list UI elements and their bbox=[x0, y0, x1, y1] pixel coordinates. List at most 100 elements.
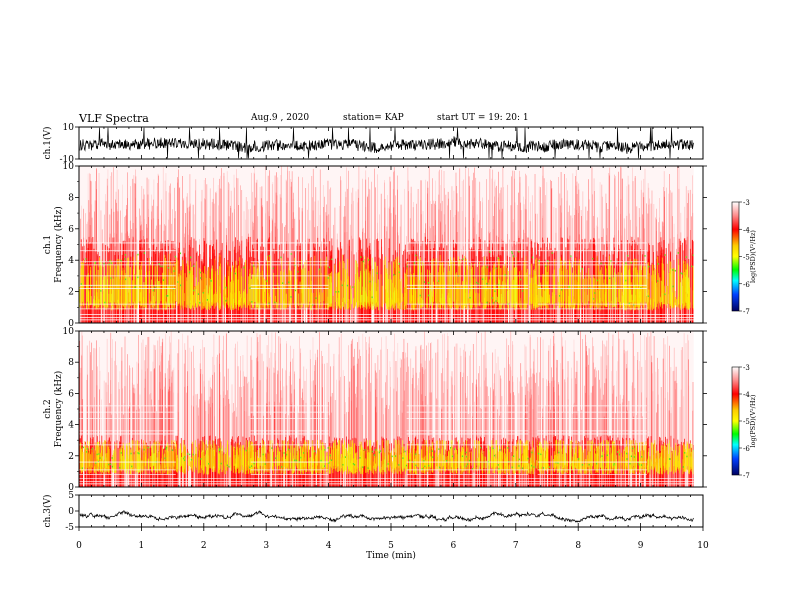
channel-label: ch.1 bbox=[43, 235, 53, 254]
spectrogram-speck bbox=[531, 256, 534, 259]
spectrogram-speck bbox=[476, 281, 478, 284]
spectrogram-speck bbox=[393, 273, 395, 276]
spectrogram-speck bbox=[477, 282, 479, 285]
spectrogram-speck bbox=[360, 256, 362, 258]
y-tick-label: 8 bbox=[68, 193, 74, 203]
spectrogram-speck bbox=[352, 286, 354, 288]
spectrogram-speck bbox=[189, 256, 192, 259]
spectrogram-speck bbox=[398, 262, 401, 265]
spectrogram-speck bbox=[570, 255, 572, 258]
spectrogram-speck bbox=[368, 259, 370, 261]
spectrogram-speck bbox=[489, 251, 491, 253]
colorbar bbox=[731, 201, 740, 312]
spectrogram-speck bbox=[491, 297, 493, 299]
spectrogram-speck bbox=[288, 281, 290, 284]
spectrogram-speck bbox=[568, 286, 570, 288]
colorbar-tick-label: -4 bbox=[743, 226, 750, 234]
spectrogram-speck bbox=[469, 296, 471, 299]
spectrogram-speck bbox=[519, 278, 521, 281]
spectrogram-speck bbox=[640, 287, 642, 289]
spectrogram-speck bbox=[680, 272, 682, 274]
spectrogram-speck bbox=[518, 250, 520, 253]
spectrogram-speck bbox=[202, 291, 204, 294]
spectrogram-speck bbox=[685, 256, 687, 258]
spectrogram-speck bbox=[504, 274, 506, 276]
spectrogram-speck bbox=[495, 267, 498, 270]
spectrogram-speck bbox=[657, 280, 659, 282]
spectrogram-speck bbox=[486, 266, 488, 269]
colorbar-tick-label: -7 bbox=[743, 308, 750, 316]
spectrogram-speck bbox=[346, 284, 349, 287]
spectrogram-speck bbox=[91, 284, 93, 287]
spectrogram-speck bbox=[428, 294, 430, 297]
spectrogram-speck bbox=[103, 262, 105, 265]
spectrogram-speck bbox=[94, 262, 97, 264]
spectrogram-speck bbox=[371, 296, 373, 299]
spectrogram-speck bbox=[497, 283, 499, 286]
spectrogram-speck bbox=[134, 286, 136, 289]
spectrogram-speck bbox=[413, 262, 416, 264]
spectrogram-speck bbox=[174, 255, 177, 258]
colorbar-tick-label: -6 bbox=[743, 281, 750, 289]
figure-title: VLF Spectra bbox=[79, 112, 149, 125]
spectrogram-speck bbox=[290, 253, 292, 255]
spectrogram-speck bbox=[104, 301, 106, 304]
spectrogram-speck bbox=[179, 284, 182, 287]
spectrogram-speck bbox=[166, 295, 168, 297]
spectrogram-speck bbox=[110, 262, 112, 264]
spectrogram-speck bbox=[362, 260, 364, 263]
spectrogram-speck bbox=[512, 255, 515, 257]
spectrogram-speck bbox=[511, 250, 513, 253]
y-axis-label: ch.1(V) bbox=[42, 127, 53, 160]
spectrogram-speck bbox=[647, 295, 649, 298]
spectrogram-speck bbox=[294, 264, 296, 267]
colorbar-tick-label: -3 bbox=[743, 199, 750, 207]
spectrogram-speck bbox=[100, 290, 102, 292]
spectrogram-speck bbox=[592, 257, 594, 260]
spectrogram-speck bbox=[481, 278, 484, 280]
spectrogram-speck bbox=[274, 301, 276, 304]
spectrogram-speck bbox=[108, 263, 110, 266]
spectrogram-speck bbox=[594, 292, 596, 294]
spectrogram-speck bbox=[644, 255, 646, 257]
spectrogram-speck bbox=[193, 289, 195, 292]
start-time-label: start UT = 19: 20: 1 bbox=[437, 113, 529, 123]
spectrogram-speck bbox=[609, 277, 611, 280]
spectrogram-speck bbox=[648, 265, 650, 268]
spectrogram-speck bbox=[521, 290, 524, 292]
spectrogram-speck bbox=[249, 287, 251, 289]
spectrogram-speck bbox=[419, 294, 421, 297]
spectrogram-speck bbox=[559, 295, 561, 297]
y-tick-label: 10 bbox=[63, 123, 75, 133]
spectrogram-speck bbox=[252, 265, 255, 267]
colorbar-tick-label: -5 bbox=[743, 254, 750, 262]
spectrogram-speck bbox=[225, 286, 227, 289]
spectrogram-speck bbox=[328, 266, 331, 269]
y-tick-label: 4 bbox=[68, 256, 74, 266]
spectrogram-speck bbox=[538, 260, 540, 262]
spectrogram-speck bbox=[243, 266, 245, 269]
y-axis-label: Frequency (kHz) bbox=[53, 206, 64, 283]
spectrogram-speck bbox=[331, 258, 333, 261]
spectrogram-speck bbox=[341, 284, 343, 287]
spectrogram-speck bbox=[167, 294, 169, 297]
y-tick-label: 10 bbox=[63, 162, 75, 172]
spectrogram-speck bbox=[179, 252, 182, 255]
waveform-trace bbox=[79, 127, 694, 159]
spectrogram-speck bbox=[280, 256, 282, 259]
spectrogram-speck bbox=[251, 301, 253, 303]
spectrogram-speck bbox=[327, 277, 329, 279]
spectrogram-speck bbox=[297, 270, 299, 273]
spectrogram-speck bbox=[625, 262, 627, 265]
spectrogram-speck bbox=[312, 304, 314, 306]
spectrogram-speck bbox=[486, 301, 488, 304]
spectrogram-speck bbox=[674, 269, 676, 272]
spectrogram-speck bbox=[197, 293, 200, 295]
spectrogram-speck bbox=[338, 290, 340, 293]
spectrogram-speck bbox=[511, 252, 513, 255]
spectrogram-speck bbox=[143, 252, 146, 254]
spectrogram-speck bbox=[494, 290, 496, 293]
spectrogram-speck bbox=[158, 263, 160, 265]
